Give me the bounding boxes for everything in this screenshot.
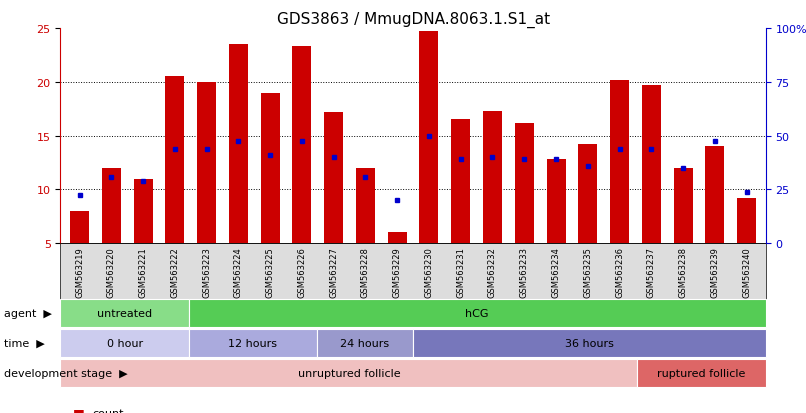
- Text: 12 hours: 12 hours: [228, 338, 277, 348]
- Bar: [610, 81, 629, 244]
- Bar: [451, 120, 470, 244]
- Text: count: count: [93, 408, 124, 413]
- Bar: [546, 160, 566, 244]
- Title: GDS3863 / MmugDNA.8063.1.S1_at: GDS3863 / MmugDNA.8063.1.S1_at: [276, 12, 550, 28]
- Bar: [70, 211, 89, 244]
- Bar: [134, 179, 152, 244]
- Bar: [674, 169, 692, 244]
- Text: ■: ■: [73, 406, 85, 413]
- Bar: [102, 169, 121, 244]
- Bar: [515, 123, 534, 244]
- Bar: [737, 199, 756, 244]
- Bar: [293, 47, 311, 244]
- Text: 24 hours: 24 hours: [340, 338, 389, 348]
- Bar: [197, 83, 216, 244]
- Text: hCG: hCG: [465, 309, 489, 318]
- Bar: [324, 113, 343, 244]
- Bar: [483, 112, 502, 244]
- Bar: [705, 147, 725, 244]
- Text: development stage  ▶: development stage ▶: [4, 368, 127, 378]
- Bar: [388, 233, 407, 244]
- Bar: [419, 32, 438, 244]
- Text: 0 hour: 0 hour: [106, 338, 143, 348]
- Bar: [578, 145, 597, 244]
- Bar: [356, 169, 375, 244]
- Text: agent  ▶: agent ▶: [4, 309, 52, 318]
- Text: untreated: untreated: [97, 309, 152, 318]
- Bar: [260, 93, 280, 244]
- Text: unruptured follicle: unruptured follicle: [297, 368, 401, 378]
- Text: ruptured follicle: ruptured follicle: [658, 368, 746, 378]
- Bar: [165, 77, 185, 244]
- Bar: [642, 86, 661, 244]
- Bar: [229, 45, 248, 244]
- Text: time  ▶: time ▶: [4, 338, 45, 348]
- Text: 36 hours: 36 hours: [565, 338, 614, 348]
